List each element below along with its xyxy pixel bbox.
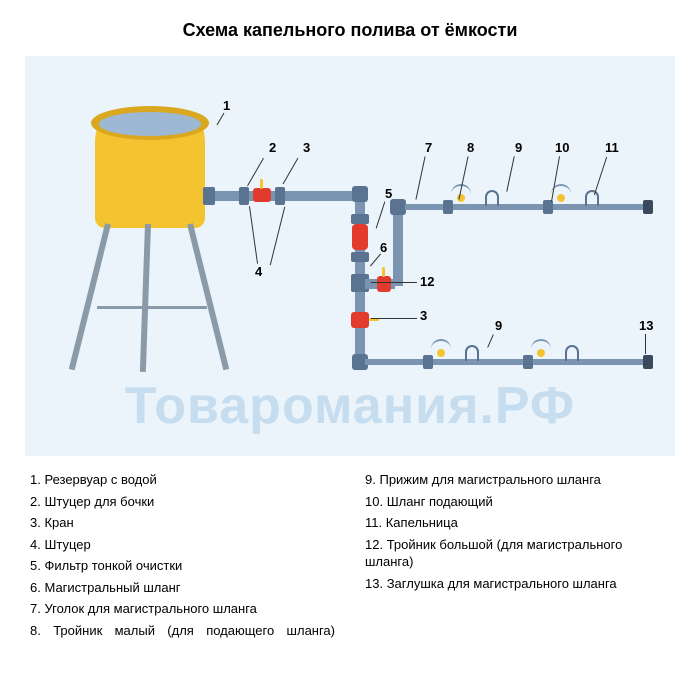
filter — [352, 224, 368, 250]
callout-12: 12 — [420, 274, 434, 289]
legend-item: 3. Кран — [30, 514, 335, 532]
clip — [565, 345, 579, 361]
legend-item: 2. Штуцер для бочки — [30, 493, 335, 511]
tee-small — [443, 200, 453, 214]
legend-item: 7. Уголок для магистрального шланга — [30, 600, 335, 618]
callout-11: 11 — [605, 140, 619, 155]
tank-brace — [97, 306, 207, 309]
leader — [217, 113, 225, 126]
callout-13: 13 — [639, 318, 653, 333]
drip-squiggle — [531, 339, 551, 353]
callout-6: 6 — [380, 240, 387, 255]
callout-3b: 3 — [420, 308, 427, 323]
legend-item: 6. Магистральный шланг — [30, 579, 335, 597]
diagram-panel: 1 2 3 4 5 6 7 8 9 10 11 12 3 9 13 — [25, 56, 675, 456]
legend-item: 1. Резервуар с водой — [30, 471, 335, 489]
callout-7: 7 — [425, 140, 432, 155]
legend-item: 13. Заглушка для магистрального шланга — [365, 575, 670, 593]
legend-item: 9. Прижим для магистрального шланга — [365, 471, 670, 489]
pipe-trunk — [205, 191, 365, 201]
legend-item: 12. Тройник большой (для магистрального … — [365, 536, 670, 571]
fitting — [351, 252, 369, 262]
fitting-tank-outlet — [203, 187, 215, 205]
drip-squiggle — [431, 339, 451, 353]
fitting — [275, 187, 285, 205]
tee-small — [523, 355, 533, 369]
leader — [270, 207, 285, 265]
leader — [645, 334, 646, 354]
callout-4: 4 — [255, 264, 262, 279]
elbow-top — [352, 186, 368, 202]
leader — [415, 156, 425, 199]
tank-water — [99, 112, 201, 136]
leader — [376, 202, 386, 229]
endcap-lower — [643, 355, 653, 369]
tee-small — [423, 355, 433, 369]
tank-leg — [140, 224, 151, 372]
callout-10: 10 — [555, 140, 569, 155]
leader — [249, 206, 258, 264]
leader — [506, 156, 514, 191]
leader — [370, 254, 381, 267]
tank-leg — [69, 223, 111, 370]
callout-9b: 9 — [495, 318, 502, 333]
valve-1 — [253, 188, 271, 202]
callout-2: 2 — [269, 140, 276, 155]
clip — [465, 345, 479, 361]
callout-3: 3 — [303, 140, 310, 155]
callout-9: 9 — [515, 140, 522, 155]
clip — [485, 190, 499, 206]
valve-3-handle — [382, 267, 385, 277]
legend-item: 5. Фильтр тонкой очистки — [30, 557, 335, 575]
tee-small — [543, 200, 553, 214]
callout-1: 1 — [223, 98, 230, 113]
legend-item: 10. Шланг подающий — [365, 493, 670, 511]
valve-3 — [377, 276, 391, 292]
leader — [371, 318, 417, 319]
leader — [594, 157, 607, 195]
tank-leg — [187, 223, 229, 370]
legend-col-right: 9. Прижим для магистрального шланга 10. … — [365, 471, 670, 643]
legend-item: 4. Штуцер — [30, 536, 335, 554]
legend-item: 8. Тройник малый (для подающего шланга) — [30, 622, 335, 640]
valve-2 — [351, 312, 369, 328]
pipe-feed-upper — [405, 204, 645, 210]
callout-8: 8 — [467, 140, 474, 155]
leader — [487, 334, 494, 347]
page-title: Схема капельного полива от ёмкости — [0, 0, 700, 56]
legend: 1. Резервуар с водой 2. Штуцер для бочки… — [0, 456, 700, 643]
pipe-riser-upper — [393, 204, 403, 286]
clip — [585, 190, 599, 206]
fitting — [351, 214, 369, 224]
leader — [283, 158, 299, 184]
valve-1-handle — [260, 179, 263, 189]
legend-item: 11. Капельница — [365, 514, 670, 532]
elbow-upper-left — [390, 199, 406, 215]
endcap-upper — [643, 200, 653, 214]
legend-col-left: 1. Резервуар с водой 2. Штуцер для бочки… — [30, 471, 335, 643]
callout-5: 5 — [385, 186, 392, 201]
fitting — [239, 187, 249, 205]
leader — [371, 282, 417, 283]
pipe-feed-lower — [365, 359, 645, 365]
